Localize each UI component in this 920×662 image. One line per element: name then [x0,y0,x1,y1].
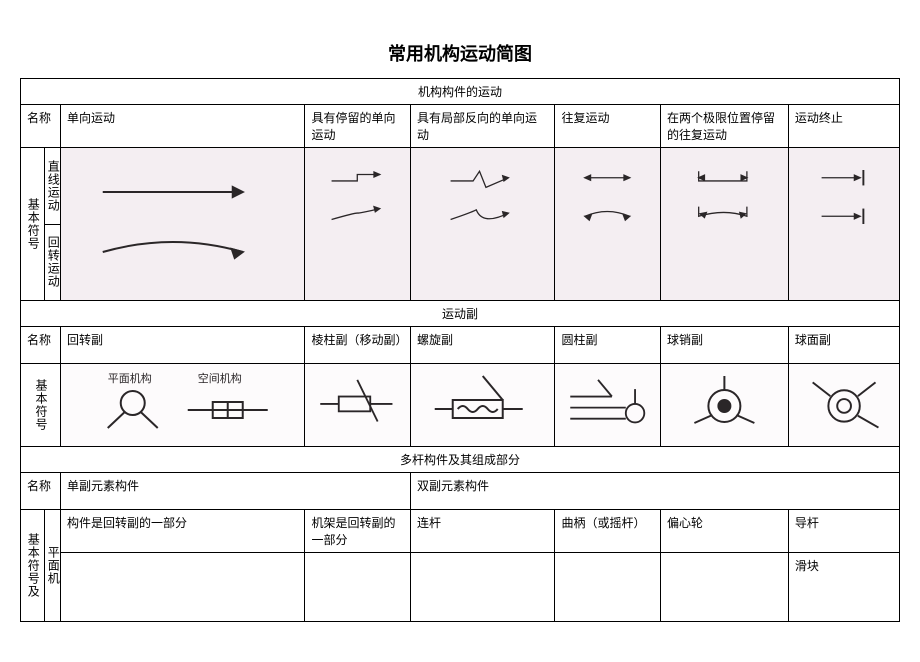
s2-symbol-label: 基本符号 [21,364,61,447]
s3-symbol-label: 基本符号及 [21,510,45,622]
sym-s2-1 [305,364,411,447]
s3-cell-3 [555,553,661,622]
sym-s1-4 [661,148,789,301]
svg-text:空间机构: 空间机构 [198,371,242,385]
sym-s2-0: 平面机构 空间机构 [60,364,304,447]
s3-cell-2 [411,553,555,622]
s3-left-header: 单副元素构件 [60,473,410,510]
s1-sub0: 直线运动 [45,148,61,225]
s2-col2: 螺旋副 [411,327,555,364]
s3-r4: 偏心轮 [661,510,789,553]
s3-r3: 曲柄（或摇杆） [555,510,661,553]
s1-col3: 往复运动 [555,105,661,148]
sym-s1-linear-0 [60,148,304,301]
s3-right-header: 双副元素构件 [411,473,900,510]
s2-col3: 圆柱副 [555,327,661,364]
s3-r1: 机架是回转副的一部分 [305,510,411,553]
s3-r0: 构件是回转副的一部分 [60,510,304,553]
s3-cell-1 [305,553,411,622]
s1-col5: 运动终止 [788,105,899,148]
sym-s2-3 [555,364,661,447]
section3-header: 多杆构件及其组成部分 [21,447,900,473]
sym-s1-2 [411,148,555,301]
sym-s1-1 [305,148,411,301]
s1-col0: 单向运动 [60,105,304,148]
mechanism-table: 机构构件的运动 名称 单向运动 具有停留的单向运动 具有局部反向的单向运动 往复… [20,78,900,622]
s3-r6: 滑块 [788,553,899,622]
s3-r2: 连杆 [411,510,555,553]
section1-header: 机构构件的运动 [21,79,900,105]
s2-col0: 回转副 [60,327,304,364]
section2-header: 运动副 [21,301,900,327]
s2-col5: 球面副 [788,327,899,364]
s1-col4: 在两个极限位置停留的往复运动 [661,105,789,148]
s3-name-label: 名称 [21,473,61,510]
s2-name-label: 名称 [21,327,61,364]
s3-sub-label: 平面机 [45,510,61,622]
s3-r5: 导杆 [788,510,899,553]
page-title: 常用机构运动简图 [20,40,900,66]
sym-s1-5 [788,148,899,301]
s1-name-label: 名称 [21,105,61,148]
svg-text:平面机构: 平面机构 [108,371,152,385]
s2-col1: 棱柱副（移动副） [305,327,411,364]
s1-sub1: 回转运动 [45,224,61,301]
s1-symbol-label: 基本符号 [21,148,45,301]
s2-col4: 球销副 [661,327,789,364]
s1-col2: 具有局部反向的单向运动 [411,105,555,148]
sym-s2-4 [661,364,789,447]
s3-cell-0 [60,553,304,622]
s3-cell-4 [661,553,789,622]
sym-s1-3 [555,148,661,301]
s1-col1: 具有停留的单向运动 [305,105,411,148]
sym-s2-5 [788,364,899,447]
sym-s2-2 [411,364,555,447]
